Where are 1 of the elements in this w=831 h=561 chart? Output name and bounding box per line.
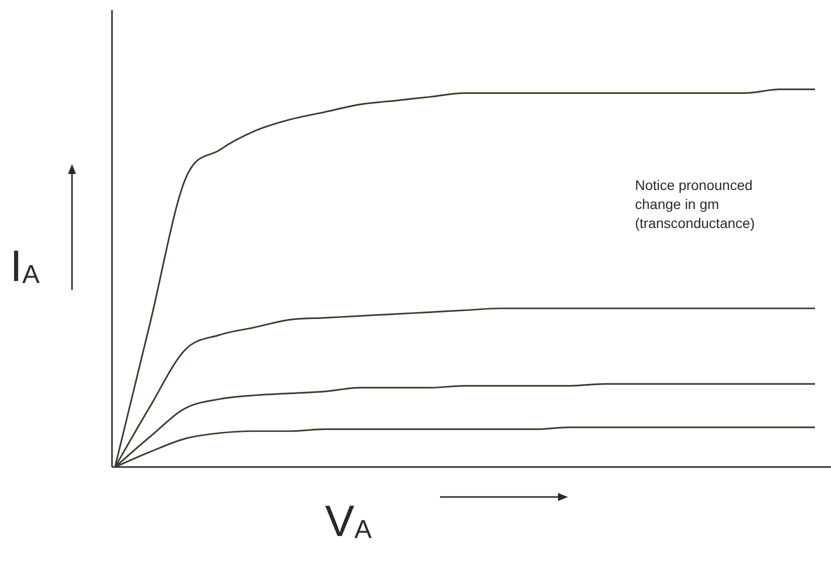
annotation: Notice pronounced change in gm (transconductance)	[635, 176, 756, 233]
